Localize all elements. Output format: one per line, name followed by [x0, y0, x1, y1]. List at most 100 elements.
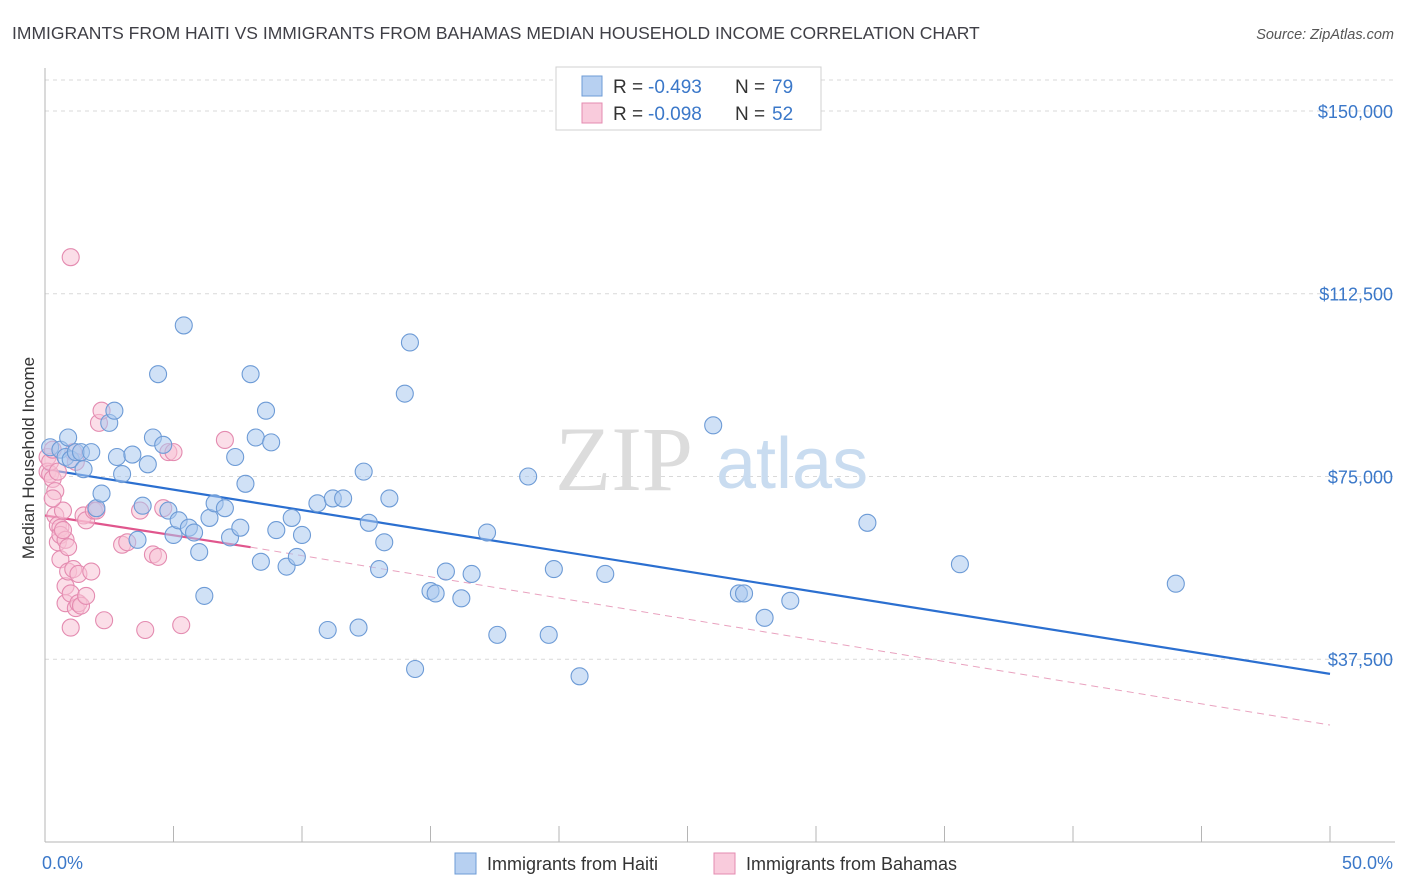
data-point-bahamas	[48, 462, 67, 481]
data-point-haiti	[107, 447, 127, 467]
data-point-haiti	[370, 560, 389, 579]
y-tick-label: $112,500	[1319, 285, 1393, 305]
data-point-haiti	[138, 455, 157, 474]
data-point-haiti	[400, 333, 419, 352]
data-point-haiti	[781, 591, 800, 610]
data-point-haiti	[226, 447, 245, 467]
data-points	[38, 248, 1185, 686]
y-tick-label: $37,500	[1328, 650, 1393, 670]
data-point-haiti	[539, 625, 558, 644]
data-point-bahamas	[95, 611, 114, 630]
data-point-haiti	[128, 530, 147, 549]
data-point-haiti	[318, 620, 337, 640]
data-point-haiti	[267, 521, 286, 540]
data-point-haiti	[292, 525, 312, 545]
chart-source: Source: ZipAtlas.com	[1256, 27, 1394, 43]
data-point-haiti	[241, 365, 260, 384]
data-point-bahamas	[149, 547, 168, 566]
data-point-haiti	[519, 467, 538, 486]
data-point-haiti	[950, 555, 969, 574]
legend-n-label: N =	[735, 104, 765, 125]
data-point-haiti	[406, 659, 425, 679]
data-point-bahamas	[43, 489, 62, 508]
data-point-haiti	[251, 552, 270, 571]
legend-n-value: 79	[772, 77, 793, 98]
data-point-haiti	[92, 484, 111, 503]
bottom-legend: Immigrants from Haiti Immigrants from Bah…	[454, 852, 957, 875]
data-point-bahamas	[53, 521, 73, 540]
data-point-haiti	[436, 562, 455, 581]
x-tick-label-min: 0.0%	[42, 853, 83, 873]
data-point-haiti	[858, 513, 877, 532]
data-point-haiti	[185, 523, 204, 542]
data-point-haiti	[452, 589, 471, 608]
data-point-bahamas	[215, 430, 234, 449]
bottom-legend-label: Immigrants from Haiti	[487, 854, 658, 874]
data-point-bahamas	[59, 538, 78, 557]
data-point-haiti	[133, 496, 152, 515]
legend-r-value: -0.493	[648, 77, 702, 98]
data-point-haiti	[1166, 574, 1185, 593]
legend-r-label: R =	[613, 77, 643, 98]
data-point-haiti	[262, 433, 281, 452]
data-point-haiti	[704, 416, 723, 435]
y-axis-label: Median Household Income	[19, 357, 38, 559]
data-point-bahamas	[61, 618, 80, 637]
data-point-haiti	[246, 428, 265, 447]
data-point-haiti	[154, 435, 173, 454]
legend-r-label: R =	[613, 104, 643, 125]
data-point-haiti	[395, 384, 414, 403]
data-point-haiti	[570, 667, 589, 686]
watermark: ZIP atlas	[555, 408, 868, 510]
legend-n-label: N =	[735, 77, 765, 98]
data-point-haiti	[359, 513, 378, 532]
data-point-haiti	[544, 560, 563, 579]
data-point-haiti	[174, 316, 193, 335]
data-point-haiti	[82, 443, 101, 462]
trend-line-series-1	[44, 468, 1331, 675]
bottom-legend-label: Immigrants from Bahamas	[746, 854, 957, 874]
data-point-haiti	[74, 460, 93, 479]
legend-r-value: -0.098	[648, 104, 702, 125]
bottom-legend-swatch	[713, 852, 736, 875]
data-point-bahamas	[61, 248, 80, 267]
data-point-haiti	[375, 533, 394, 552]
watermark-zip: ZIP	[555, 408, 693, 510]
legend: R = -0.493 N = 79 R = -0.098 N = 52	[555, 66, 822, 131]
y-tick-label: $75,000	[1328, 467, 1393, 487]
data-point-bahamas	[82, 562, 101, 581]
data-point-haiti	[215, 499, 234, 518]
chart-title: IMMIGRANTS FROM HAITI VS IMMIGRANTS FROM…	[12, 23, 980, 43]
data-point-haiti	[380, 489, 399, 508]
data-point-haiti	[426, 584, 445, 603]
data-point-haiti	[308, 494, 327, 513]
data-point-haiti	[236, 474, 255, 493]
data-point-haiti	[354, 462, 373, 481]
bottom-legend-swatch	[454, 852, 477, 875]
y-tick-labels: $37,500 $75,000 $112,500 $150,000	[1318, 102, 1393, 670]
data-point-haiti	[287, 547, 306, 566]
data-point-bahamas	[77, 586, 96, 605]
data-point-haiti	[231, 518, 250, 537]
data-point-haiti	[488, 625, 507, 644]
data-point-haiti	[149, 365, 168, 384]
y-tick-label: $150,000	[1318, 102, 1393, 122]
data-point-bahamas	[53, 501, 73, 520]
data-point-haiti	[349, 618, 368, 637]
legend-swatch	[581, 102, 603, 124]
data-point-haiti	[282, 508, 301, 527]
data-point-haiti	[256, 401, 276, 420]
data-point-haiti	[123, 445, 142, 464]
watermark-atlas: atlas	[716, 424, 868, 504]
data-point-haiti	[113, 465, 132, 484]
x-tick-labels: 0.0% 50.0%	[42, 853, 1393, 873]
data-point-haiti	[462, 564, 481, 584]
x-tick-label-max: 50.0%	[1342, 853, 1393, 873]
data-point-haiti	[596, 564, 615, 584]
data-point-haiti	[195, 586, 214, 605]
legend-n-value: 52	[772, 104, 793, 125]
data-point-bahamas	[172, 616, 191, 635]
legend-swatch	[581, 75, 603, 97]
data-point-haiti	[190, 542, 209, 562]
